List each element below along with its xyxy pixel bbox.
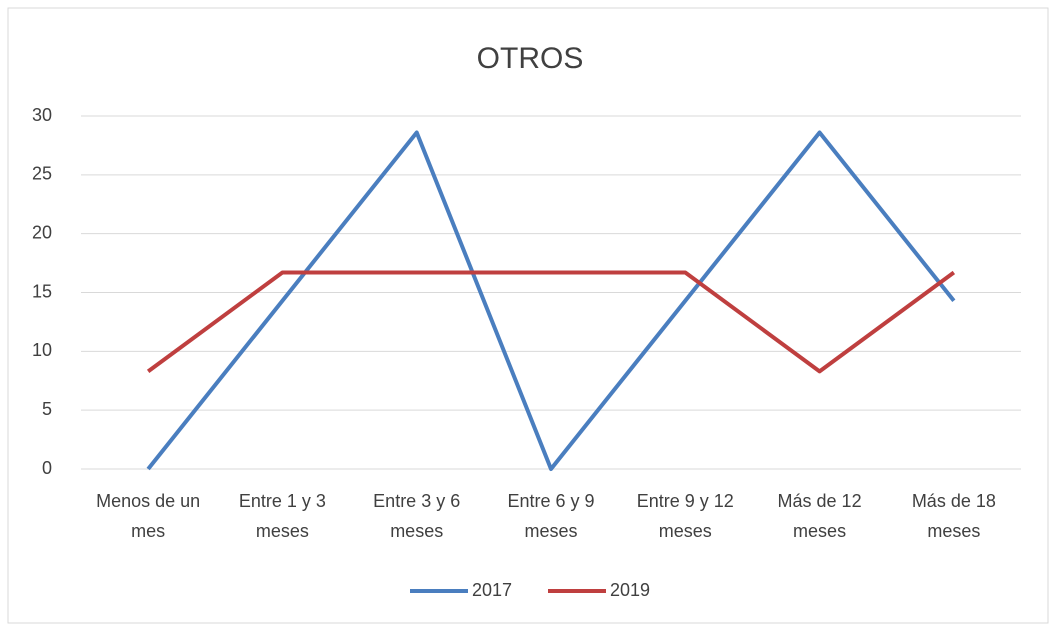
series-line <box>146 270 956 374</box>
x-tick-label: Entre 6 y 9 meses <box>507 491 595 541</box>
x-tick-label: Más de 12 meses <box>777 491 862 541</box>
x-tick-label: Más de 18 meses <box>911 491 996 541</box>
chart-frame <box>7 7 1049 624</box>
x-tick-label: Entre 1 y 3 meses <box>238 491 326 541</box>
chart-title: OTROS <box>477 42 584 75</box>
legend-label: 2019 <box>610 580 650 600</box>
series-line <box>146 130 956 471</box>
x-tick-label: Entre 9 y 12 meses <box>636 491 734 541</box>
y-tick-label: 20 <box>32 222 52 242</box>
y-tick-label: 30 <box>32 105 52 125</box>
x-tick-label: Menos de un mes <box>96 491 201 541</box>
y-tick-label: 25 <box>32 164 52 184</box>
x-tick-label: Entre 3 y 6 meses <box>373 491 461 541</box>
y-tick-label: 5 <box>42 399 52 419</box>
y-tick-label: 0 <box>42 458 52 478</box>
y-tick-label: 10 <box>32 340 52 360</box>
legend-label: 2017 <box>472 580 512 600</box>
y-tick-label: 15 <box>32 281 52 301</box>
